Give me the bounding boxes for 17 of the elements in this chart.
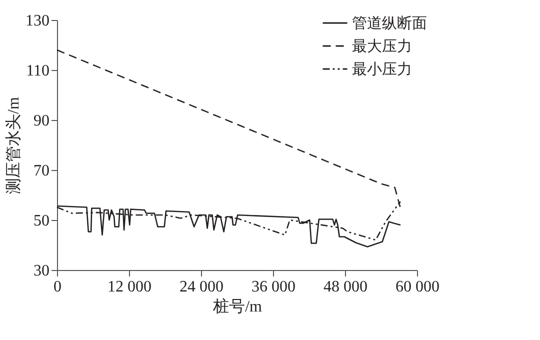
y-tick-label: 50 [34, 212, 50, 230]
x-tick-label: 12 000 [108, 278, 152, 296]
x-tick-label: 60 000 [396, 278, 440, 296]
y-axis-title: 测压管水头/m [4, 96, 22, 194]
x-tick-label: 36 000 [252, 278, 296, 296]
legend-label: 最大压力 [352, 38, 412, 55]
legend-label: 最小压力 [352, 61, 412, 78]
y-tick-label: 90 [34, 112, 50, 130]
y-tick-label: 70 [34, 162, 50, 180]
x-tick-label: 48 000 [324, 278, 368, 296]
x-tick-label: 24 000 [180, 278, 224, 296]
y-tick-label: 30 [34, 262, 50, 280]
legend-label: 管道纵断面 [352, 15, 427, 32]
y-tick-label: 130 [26, 12, 50, 30]
y-tick-label: 110 [26, 62, 50, 80]
x-axis-title: 桩号/m [212, 298, 262, 316]
x-tick-label: 0 [54, 278, 62, 296]
